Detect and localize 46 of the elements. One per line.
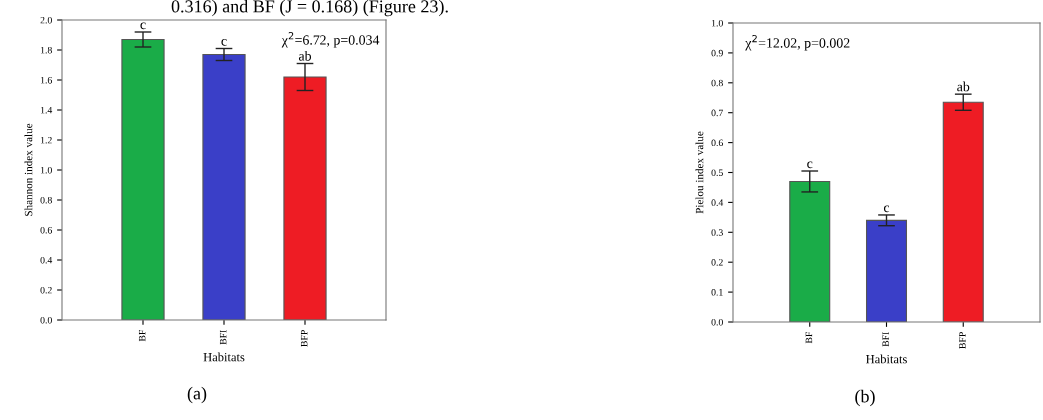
y-tick-label: 0.1: [711, 289, 723, 296]
y-tick-label: 0.2: [40, 286, 52, 294]
y-tick-label: 0.0: [711, 318, 723, 326]
y-tick-label: 0.3: [711, 229, 723, 236]
annotation: χ$^{2}$=6.72, p=0.034: [281, 32, 380, 48]
x-axis-title: Habitats: [203, 352, 245, 362]
annotation: c: [883, 205, 890, 213]
y-tick-label: 0.5: [711, 169, 723, 177]
annotation: c: [807, 161, 813, 169]
text: 0.316) and BF (J = 0.168) (Figure 23).: [171, 0, 448, 17]
annotation: c: [140, 22, 146, 30]
x-tick-label: BF: [805, 332, 813, 344]
bar: [789, 180, 831, 322]
y-tick-label: 0.8: [40, 196, 52, 204]
y-tick-label: 1.0: [711, 19, 723, 27]
y-tick-label: 1.0: [40, 166, 52, 174]
bar: [865, 219, 908, 322]
y-tick-label: 0.7: [711, 109, 723, 117]
text: (a): [187, 386, 207, 404]
y-tick-label: 1.4: [40, 106, 53, 114]
y-tick-label: 1.2: [40, 136, 52, 144]
bar: [942, 101, 984, 322]
y-tick-label: 0.4: [711, 199, 724, 206]
y-tick-label: 1.8: [40, 46, 52, 54]
annotation: ab: [957, 81, 970, 92]
y-tick-label: 0.2: [711, 259, 723, 266]
x-tick-label: BFI: [882, 332, 889, 347]
y-tick-label: 1.6: [40, 76, 52, 84]
x-tick-label: BFP: [300, 330, 308, 347]
y-tick-label: 0.0: [40, 316, 52, 324]
annotation: c: [221, 39, 227, 46]
annotation: χ$^{2}$=12.02, p=0.002: [745, 34, 850, 51]
x-tick-label: BF: [138, 330, 146, 342]
y-tick-label: 0.6: [711, 139, 723, 147]
y-tick-label: 0.4: [40, 256, 53, 264]
y-tick-label: 2.0: [40, 16, 52, 24]
y-axis-title: Pielou index value: [695, 131, 704, 214]
x-axis-title: Habitats: [866, 354, 907, 364]
y-tick-label: 0.8: [711, 79, 723, 87]
y-tick-label: 0.6: [40, 226, 52, 234]
y-axis-title: Shannon index value: [24, 123, 33, 216]
annotation: ab: [298, 50, 312, 61]
x-tick-label: BFP: [959, 332, 966, 349]
x-tick-label: BFI: [219, 330, 227, 345]
text: (b): [855, 389, 875, 407]
y-tick-label: 0.9: [711, 49, 723, 57]
